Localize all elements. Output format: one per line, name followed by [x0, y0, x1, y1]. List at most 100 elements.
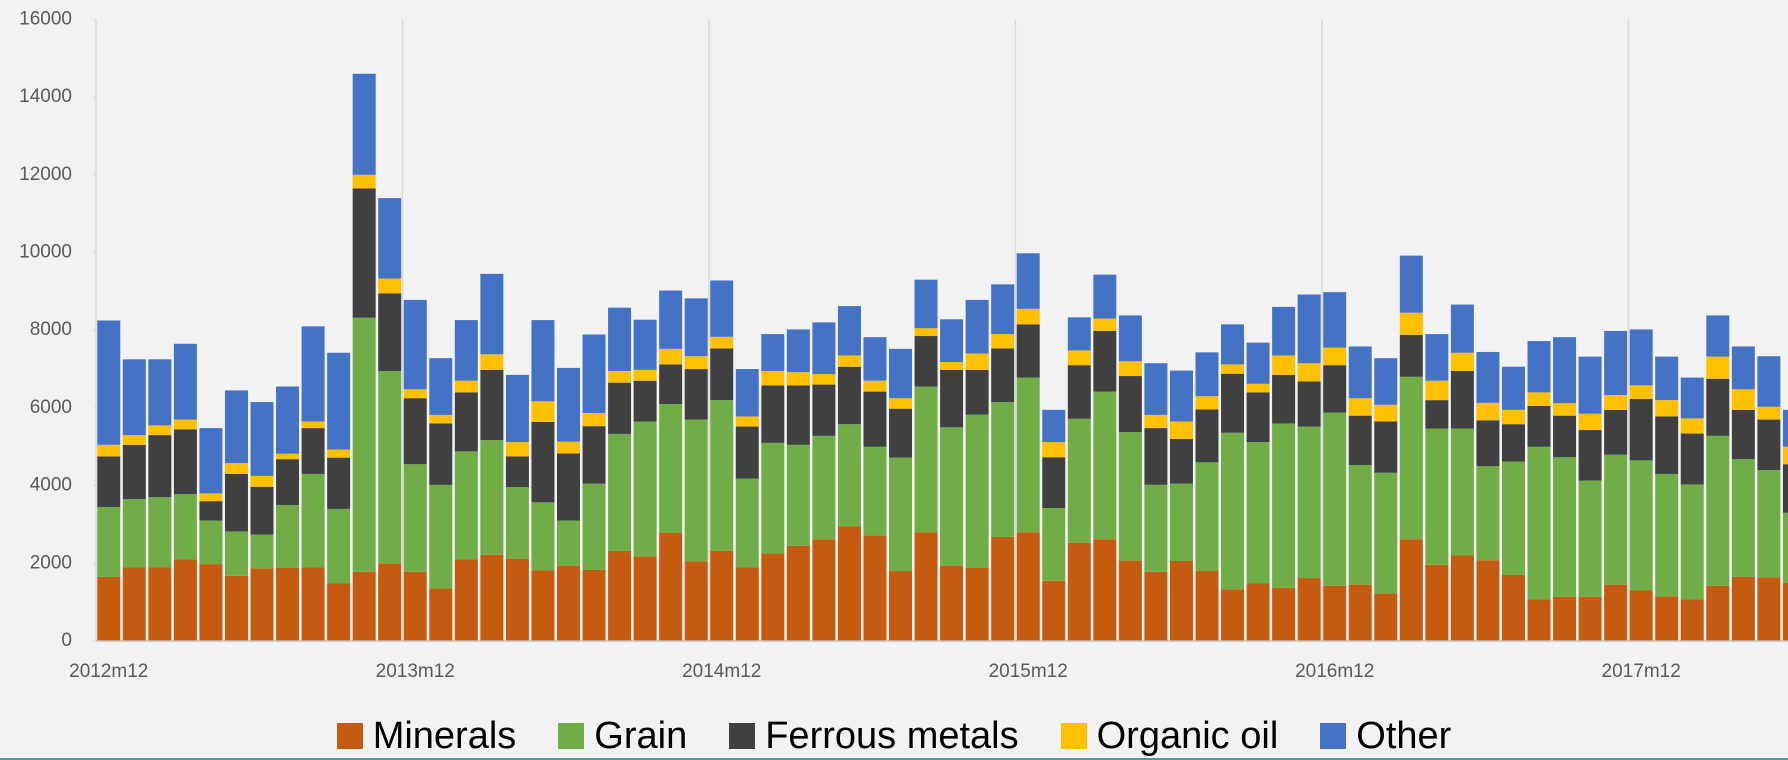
bar-segment	[582, 483, 606, 570]
bar-segment	[1297, 381, 1321, 427]
bar-segment	[276, 567, 300, 641]
bar-segment	[1042, 457, 1066, 509]
bar-segment	[1246, 442, 1270, 584]
bar-segment	[1604, 409, 1628, 455]
bar-segment	[1578, 356, 1602, 414]
bar-segment	[531, 320, 555, 402]
bar-segment	[173, 429, 197, 495]
legend-swatch	[558, 723, 585, 749]
bar-segment	[1655, 596, 1679, 641]
bar-segment	[199, 428, 223, 494]
bar-segment	[1425, 380, 1449, 401]
bar-segment	[1297, 426, 1321, 579]
bar-segment	[505, 558, 529, 641]
bar-segment	[1731, 459, 1755, 577]
bar-segment	[1348, 465, 1372, 585]
bar-segment	[633, 421, 657, 557]
bar-segment	[1067, 317, 1091, 351]
legend-label: Ferrous metals	[765, 714, 1019, 757]
bar-segment	[1501, 461, 1525, 575]
bar-segment	[1680, 433, 1704, 485]
bar-segment	[556, 566, 580, 641]
bar-segment	[965, 567, 989, 641]
y-tick-label: 6000	[30, 397, 72, 418]
bar-segment	[1348, 398, 1372, 416]
bar-segment	[352, 73, 376, 175]
bar-segment	[199, 501, 223, 521]
bar-segment	[1604, 395, 1628, 410]
bar-segment	[1399, 312, 1423, 335]
bar-segment	[1144, 484, 1168, 572]
bar-segment	[1042, 580, 1066, 641]
bar-segment	[429, 414, 453, 424]
bar-segment	[1450, 304, 1474, 353]
bar-segment	[148, 425, 172, 436]
bar-segment	[965, 369, 989, 415]
bar-segment	[1655, 356, 1679, 401]
bar-segment	[1169, 560, 1193, 641]
bar-segment	[403, 299, 427, 390]
bar-segment	[327, 508, 351, 584]
bar-segment	[940, 427, 964, 567]
bar-segment	[1604, 330, 1628, 396]
bar-segment	[1093, 330, 1117, 392]
bar-segment	[480, 273, 504, 355]
bar-segment	[1629, 398, 1653, 461]
bar-segment	[1297, 294, 1321, 364]
bar-segment	[429, 588, 453, 641]
bar-segment	[659, 290, 683, 349]
bar-segment	[531, 502, 555, 571]
y-tick-label: 2000	[30, 552, 72, 573]
bar-segment	[1221, 324, 1245, 365]
bar-segment	[403, 571, 427, 641]
bar-segment	[608, 433, 632, 551]
bar-segment	[1680, 599, 1704, 641]
y-tick-label: 16000	[19, 8, 72, 29]
bar-segment	[1680, 418, 1704, 434]
bar-segment	[1578, 413, 1602, 431]
x-tick-label: 2017m12	[1602, 661, 1681, 682]
bar-segment	[1246, 383, 1270, 393]
bar-segment	[1527, 405, 1551, 447]
bar-segment	[1272, 355, 1296, 375]
bar-segment	[1757, 470, 1781, 578]
bar-segment	[148, 497, 172, 568]
bar-segment	[1042, 508, 1066, 581]
bar-segment	[1782, 582, 1788, 641]
bottom-border	[0, 758, 1788, 760]
bar-segment	[97, 456, 121, 507]
bar-segment	[1195, 409, 1219, 463]
bar-segment	[1476, 560, 1500, 641]
bar-segment	[1093, 318, 1117, 331]
legend-label: Other	[1356, 714, 1452, 757]
bar-segment	[199, 520, 223, 565]
bar-segment	[1450, 428, 1474, 556]
bar-segment	[97, 444, 121, 457]
bar-segment	[531, 570, 555, 641]
bar-segment	[1093, 539, 1117, 641]
bar-segment	[1221, 432, 1245, 590]
bar-segment	[1501, 366, 1525, 410]
bar-segment	[1782, 446, 1788, 465]
bar-segment	[1476, 466, 1500, 561]
y-tick-label: 8000	[30, 319, 72, 340]
bar-segment	[1476, 351, 1500, 403]
bar-segment	[352, 174, 376, 189]
bar-segment	[1782, 409, 1788, 447]
bar-segment	[1016, 377, 1040, 533]
bar-segment	[863, 535, 887, 641]
bar-segment	[889, 408, 913, 458]
bar-segment	[122, 359, 146, 436]
bar-segment	[378, 293, 402, 371]
bar-segment	[608, 370, 632, 383]
bar-segment	[199, 564, 223, 641]
bar-segment	[761, 442, 785, 554]
bar-segment	[1476, 420, 1500, 467]
bar-segment	[1348, 584, 1372, 641]
bar-segment	[1221, 373, 1245, 433]
legend-label: Grain	[594, 714, 688, 757]
bar-segment	[480, 440, 504, 555]
bar-segment	[173, 494, 197, 560]
bar-segment	[914, 336, 938, 387]
bar-segment	[1118, 431, 1142, 561]
